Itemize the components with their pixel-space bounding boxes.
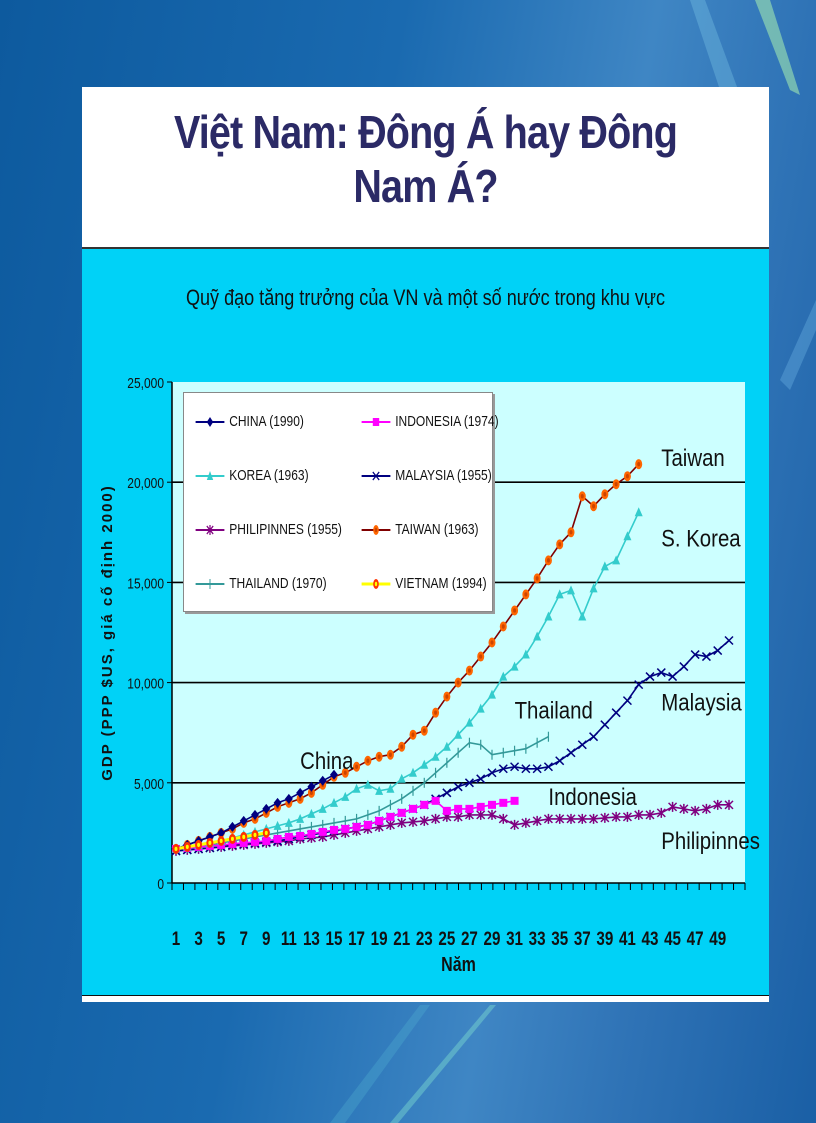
series-annotation: Taiwan — [661, 445, 724, 472]
legend-swatch-icon — [195, 578, 225, 589]
y-tick-label: 25,000 — [127, 375, 164, 392]
x-tick-label: 15 — [326, 927, 343, 949]
x-tick-label: 13 — [303, 927, 320, 949]
legend-swatch-icon — [195, 416, 225, 427]
x-tick-label: 23 — [416, 927, 433, 949]
x-tick-label: 29 — [484, 927, 501, 949]
legend-swatch-icon — [361, 578, 391, 589]
x-tick-label: 31 — [506, 927, 523, 949]
x-tick-label: 7 — [239, 927, 247, 949]
series-annotation: China — [300, 747, 354, 774]
legend-label: CHINA (1990) — [229, 413, 304, 430]
series-annotation: Philipinnes — [661, 827, 760, 854]
x-tick-label: 45 — [664, 927, 681, 949]
chart-title: Quỹ đạo tăng trưởng của VN và một số nướ… — [185, 285, 666, 310]
legend-label: INDONESIA (1974) — [395, 413, 499, 430]
legend-label: TAIWAN (1963) — [395, 521, 479, 538]
y-tick-label: 20,000 — [127, 475, 164, 492]
x-tick-label: 39 — [596, 927, 613, 949]
x-tick-label: 43 — [642, 927, 659, 949]
legend-swatch-icon — [195, 470, 225, 480]
chart-legend: CHINA (1990) INDONESIA (1974) KOREA (1963)… — [183, 392, 499, 612]
slide-title: Việt Nam: Đông Á hay Đông Nam Á? — [173, 106, 678, 212]
x-tick-label: 21 — [393, 927, 410, 949]
x-tick-label: 3 — [194, 927, 202, 949]
x-tick-label: 41 — [619, 927, 636, 949]
legend-label: KOREA (1963) — [229, 467, 309, 484]
series-annotation: Indonesia — [548, 783, 637, 810]
slide: Việt Nam: Đông Á hay Đông Nam Á? Quỹ đạo… — [82, 87, 769, 1002]
legend-swatch-icon — [195, 524, 225, 535]
y-tick-label: 0 — [157, 876, 164, 893]
y-tick-label: 5,000 — [134, 776, 164, 793]
legend-label: PHILIPINNES (1955) — [229, 521, 342, 538]
legend-label: THAILAND (1970) — [229, 575, 327, 592]
x-axis-title: Năm — [441, 953, 476, 975]
legend-item: INDONESIA (1974) — [360, 413, 499, 430]
legend-swatch-icon — [361, 417, 391, 426]
x-tick-label: 49 — [709, 927, 726, 949]
legend-label: VIETNAM (1994) — [395, 575, 487, 592]
y-tick-label: 10,000 — [127, 675, 164, 692]
x-tick-label: 11 — [281, 927, 297, 949]
x-tick-label: 17 — [348, 927, 365, 949]
legend-swatch-icon — [361, 470, 391, 481]
y-tick-label: 15,000 — [127, 575, 164, 592]
legend-item: MALAYSIA (1955) — [360, 467, 492, 484]
x-tick-label: 33 — [529, 927, 546, 949]
x-tick-label: 9 — [262, 927, 270, 949]
x-tick-label: 35 — [551, 927, 568, 949]
x-tick-label: 47 — [687, 927, 704, 949]
legend-label: MALAYSIA (1955) — [395, 467, 492, 484]
legend-item: THAILAND (1970) — [194, 575, 327, 592]
x-tick-label: 19 — [371, 927, 388, 949]
legend-item: CHINA (1990) — [194, 413, 304, 430]
legend-swatch-icon — [361, 524, 391, 535]
legend-item: VIETNAM (1994) — [360, 575, 487, 592]
title-box: Việt Nam: Đông Á hay Đông Nam Á? — [82, 87, 769, 249]
legend-item: KOREA (1963) — [194, 467, 309, 484]
y-axis-title: GDP (PPP $US, giá cố định 2000) — [99, 484, 116, 781]
series-annotation: Malaysia — [661, 689, 742, 716]
x-tick-label: 5 — [217, 927, 226, 949]
legend-item: TAIWAN (1963) — [360, 521, 479, 538]
legend-item: PHILIPINNES (1955) — [194, 521, 342, 538]
x-tick-label: 25 — [438, 927, 455, 949]
chart-panel: Quỹ đạo tăng trưởng của VN và một số nướ… — [82, 249, 769, 998]
x-tick-label: 27 — [461, 927, 478, 949]
series-vietnam — [172, 827, 270, 854]
series-annotation: Thailand — [515, 697, 593, 724]
slide-bottom-strip — [82, 996, 769, 1002]
x-tick-label: 37 — [574, 927, 591, 949]
series-annotation: S. Korea — [661, 525, 741, 552]
x-tick-label: 1 — [172, 927, 181, 949]
